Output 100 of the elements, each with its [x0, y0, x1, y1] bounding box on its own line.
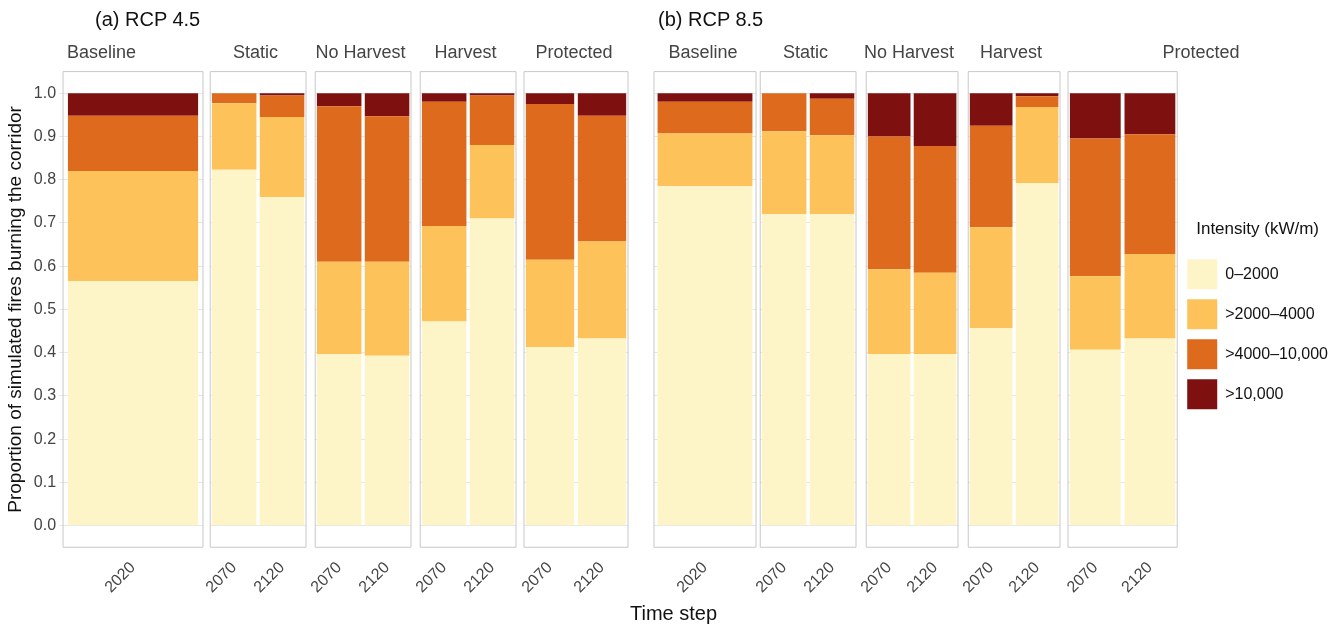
chart-title: Static — [232, 41, 279, 62]
bar — [421, 321, 467, 526]
bar — [1015, 96, 1059, 108]
bar — [525, 347, 575, 526]
bar — [969, 328, 1013, 526]
legend-title: Intensity (kW/m) — [1196, 218, 1320, 238]
bar — [913, 353, 957, 526]
bar — [259, 197, 305, 526]
chart-title: Baseline — [668, 41, 738, 62]
bar — [577, 338, 627, 526]
legend-label: >10,000 — [1225, 384, 1284, 402]
bar — [364, 93, 410, 117]
bar — [67, 115, 199, 172]
bar — [364, 355, 410, 526]
bar — [969, 227, 1013, 329]
bar — [316, 261, 362, 354]
bar — [761, 214, 807, 526]
text: (a) RCP 4.5 — [95, 8, 201, 31]
bar — [867, 93, 911, 137]
bar — [1015, 107, 1059, 184]
bar — [421, 101, 467, 226]
bar — [469, 218, 515, 526]
bar — [1015, 93, 1059, 97]
bar — [469, 95, 515, 146]
y-tick-label: 0.2 — [33, 429, 57, 447]
y-tick-label: 0.8 — [33, 170, 57, 188]
bar — [577, 241, 627, 339]
chart-title: Protected — [535, 41, 613, 62]
bar — [1069, 276, 1121, 350]
bar — [259, 93, 305, 96]
bar — [809, 93, 855, 99]
bar — [969, 125, 1013, 228]
x-axis-title: Time step — [630, 602, 718, 625]
legend-label: 0–2000 — [1225, 264, 1279, 282]
bar — [969, 93, 1013, 126]
bar — [525, 104, 575, 260]
bar — [657, 101, 753, 134]
bar — [1069, 349, 1121, 526]
bar — [867, 136, 911, 270]
bar — [469, 145, 515, 219]
legend-label: >4000–10,000 — [1225, 344, 1329, 362]
bar — [657, 133, 753, 187]
bar — [657, 186, 753, 526]
bar — [867, 353, 911, 526]
y-tick-label: 0.5 — [33, 299, 57, 317]
bar — [364, 261, 410, 356]
bar — [211, 169, 257, 526]
y-tick-label: 0.4 — [33, 343, 57, 361]
bar — [211, 103, 257, 170]
y-tick-label: 0.6 — [33, 256, 57, 274]
bar — [867, 269, 911, 354]
bar — [1124, 254, 1176, 339]
chart-title: No Harvest — [863, 41, 955, 62]
bar — [1124, 93, 1176, 135]
bar — [1124, 134, 1176, 255]
bar — [364, 116, 410, 262]
chart-title: Harvest — [979, 41, 1043, 62]
bar — [316, 106, 362, 262]
bar — [913, 93, 957, 146]
y-axis-title: Proportion of simulated fires burning the corridor — [3, 105, 25, 513]
bar — [577, 93, 627, 116]
bar — [577, 115, 627, 242]
chart-title: Protected — [1162, 41, 1240, 62]
bar — [1069, 138, 1121, 277]
bar — [316, 93, 362, 107]
bar — [259, 117, 305, 197]
bar — [259, 95, 305, 117]
bar — [469, 93, 515, 96]
legend-label: >2000–4000 — [1225, 304, 1315, 322]
y-tick-label: 1.0 — [33, 83, 57, 101]
bar — [809, 214, 855, 526]
bar — [761, 93, 807, 132]
y-tick-label: 0.9 — [33, 126, 57, 144]
chart-title: Baseline — [66, 41, 137, 62]
bar — [913, 272, 957, 354]
bar — [525, 93, 575, 105]
bar — [1069, 93, 1121, 139]
y-tick-label: 0.3 — [33, 386, 57, 404]
chart-title: No Harvest — [315, 41, 406, 62]
bar — [67, 171, 199, 282]
bar — [761, 131, 807, 215]
chart-title: Static — [782, 41, 829, 62]
chart-title: Harvest — [434, 41, 497, 62]
y-tick-label: 0.1 — [33, 472, 57, 490]
bar — [421, 225, 467, 322]
bar — [1124, 338, 1176, 526]
bar — [809, 135, 855, 215]
bar — [316, 353, 362, 526]
bar — [809, 98, 855, 136]
bar — [211, 93, 257, 104]
bar — [67, 281, 199, 526]
bar — [67, 93, 199, 116]
bar — [657, 93, 753, 102]
y-tick-label: 0.0 — [33, 516, 57, 534]
text: (b) RCP 8.5 — [658, 8, 764, 31]
bar — [525, 259, 575, 348]
bar — [1015, 183, 1059, 526]
bar — [421, 93, 467, 102]
y-tick-label: 0.7 — [33, 213, 57, 231]
bar — [913, 145, 957, 273]
